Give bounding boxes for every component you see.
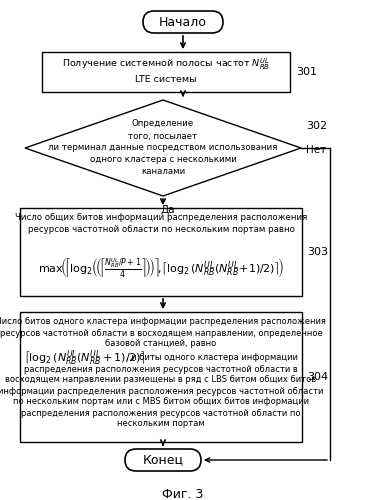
Bar [20,312,302,442]
Text: Получение системной полосы частот $N_{RB}^{UL}$: Получение системной полосы частот $N_{RB… [62,56,270,72]
Text: ли терминал данные посредством использования: ли терминал данные посредством использов… [48,144,278,152]
Text: ресурсов частотной области по нескольким портам равно: ресурсов частотной области по нескольким… [27,224,294,234]
Text: 304: 304 [307,372,328,382]
Text: каналами: каналами [141,168,185,176]
Bar [42,52,290,92]
Text: 301: 301 [296,67,317,77]
Text: , и биты одного кластера информации: , и биты одного кластера информации [126,354,298,362]
Text: 303: 303 [307,247,328,257]
Text: информации распределения расположения ресурсов частотной области: информации распределения расположения ре… [0,386,324,396]
Text: $\left\lceil \log_2(N_{RB}^{UL}(N_{RB}^{UL}+1)/2) \right\rceil$: $\left\lceil \log_2(N_{RB}^{UL}(N_{RB}^{… [24,348,145,368]
Text: Число общих битов информации распределения расположения: Число общих битов информации распределен… [15,214,307,222]
Text: базовой станцией, равно: базовой станцией, равно [105,340,217,348]
Text: по нескольким портам или с MBS битом общих битов информации: по нескольким портам или с MBS битом общ… [13,398,309,406]
Text: Конец: Конец [142,454,183,466]
Text: восходящем направлении размещены в ряд с LBS битом общих битов: восходящем направлении размещены в ряд с… [5,376,317,384]
Bar [20,208,302,296]
Text: LTE системы: LTE системы [135,74,197,84]
Text: нескольким портам: нескольким портам [117,420,205,428]
Text: того, посылает: того, посылает [128,132,198,140]
Text: 302: 302 [306,121,327,131]
Text: Фиг. 3: Фиг. 3 [162,488,204,500]
Text: распределения расположения ресурсов частотной области в: распределения расположения ресурсов част… [24,364,298,374]
Text: Число битов одного кластера информации распределения расположения: Число битов одного кластера информации р… [0,318,326,326]
Text: ресурсов частотной области в восходящем направлении, определенное: ресурсов частотной области в восходящем … [0,328,322,338]
Text: Начало: Начало [159,16,207,28]
Polygon shape [25,100,301,196]
Text: распределения расположения ресурсов частотной области по: распределения расположения ресурсов част… [21,408,301,418]
Text: одного кластера с несколькими: одного кластера с несколькими [90,156,236,164]
Text: Определение: Определение [132,120,194,128]
Text: $\mathrm{max}\!\left(\!\left\lceil \log_2\!\left(\!\left(\!\left\lceil\frac{N_{R: $\mathrm{max}\!\left(\!\left\lceil \log_… [38,256,284,280]
Text: Нет: Нет [306,145,326,155]
FancyBboxPatch shape [143,11,223,33]
FancyBboxPatch shape [125,449,201,471]
Text: Да: Да [161,205,175,215]
